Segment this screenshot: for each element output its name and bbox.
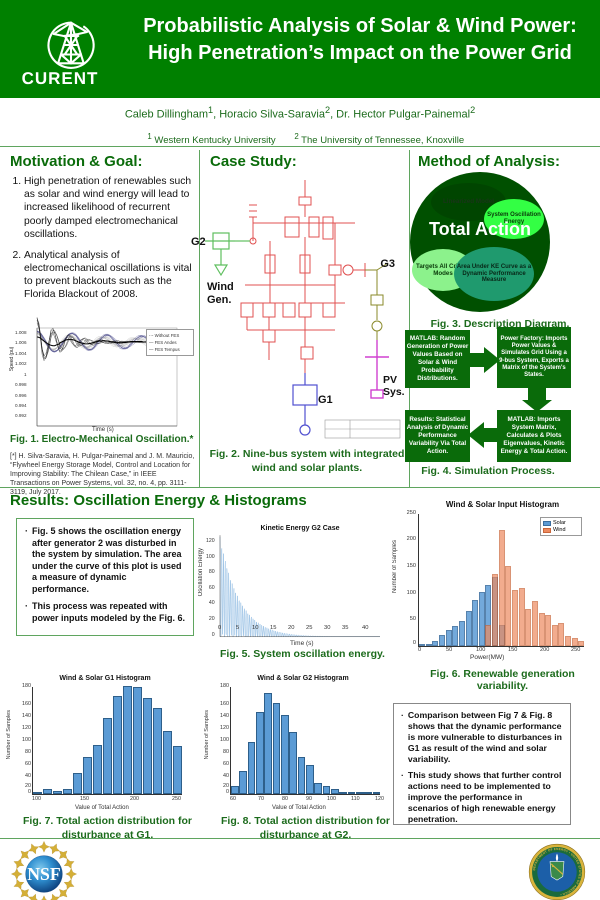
svg-text:PV: PV [383, 374, 397, 386]
svg-text:Sys.: Sys. [383, 386, 405, 398]
svg-text:Wind: Wind [207, 281, 234, 293]
svg-text:G1: G1 [318, 394, 333, 406]
svg-text:NSF: NSF [27, 864, 60, 884]
svg-text:Gen.: Gen. [207, 294, 231, 306]
svg-text:CURENT: CURENT [22, 69, 99, 88]
svg-text:G3: G3 [380, 258, 395, 270]
